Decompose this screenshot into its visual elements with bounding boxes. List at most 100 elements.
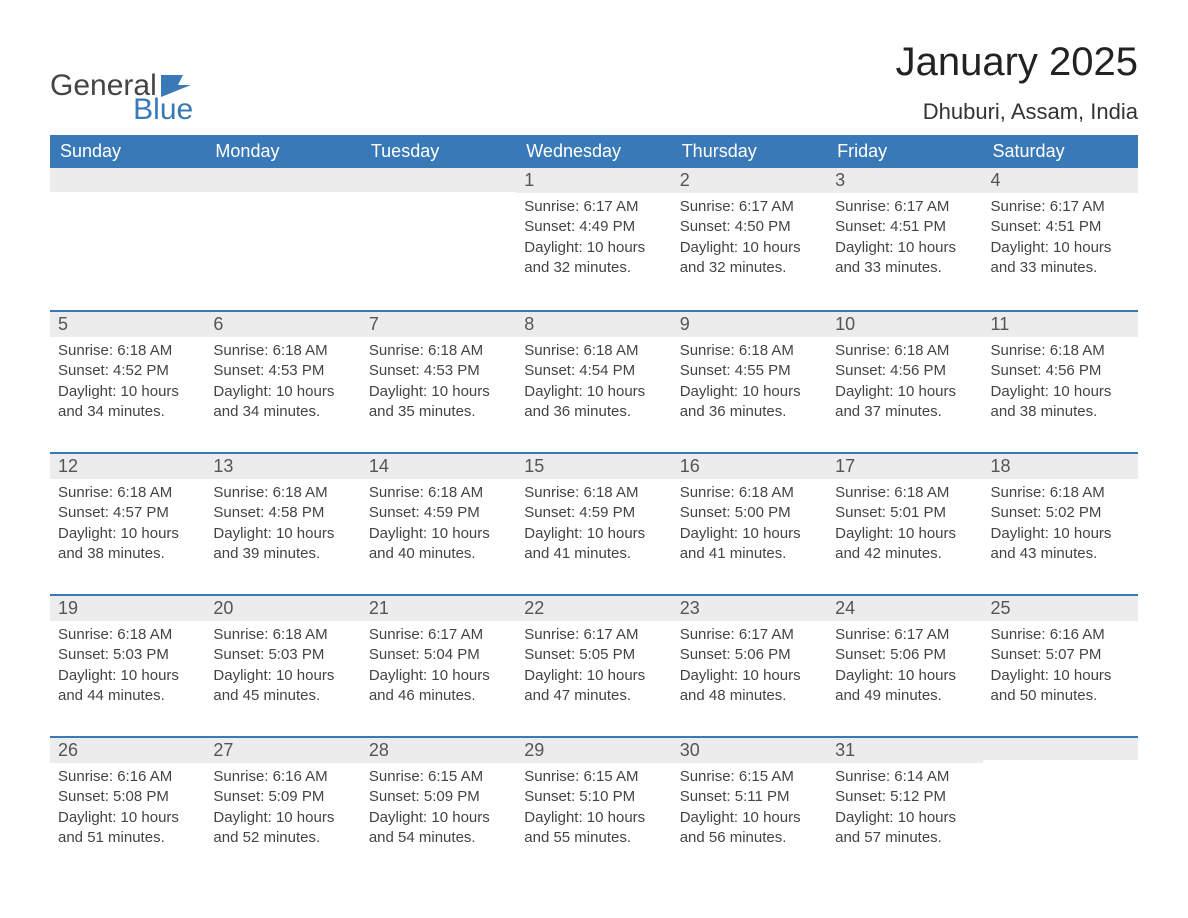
sunrise-text: Sunrise: 6:18 AM xyxy=(369,341,508,361)
calendar-cell xyxy=(983,736,1138,878)
sunset-text: Sunset: 5:07 PM xyxy=(991,645,1130,665)
sunrise-text: Sunrise: 6:18 AM xyxy=(58,483,197,503)
sunset-text: Sunset: 4:59 PM xyxy=(524,503,663,523)
calendar-cell: 21Sunrise: 6:17 AMSunset: 5:04 PMDayligh… xyxy=(361,594,516,736)
daylight-text: Daylight: 10 hours and 54 minutes. xyxy=(369,808,508,849)
calendar-cell: 18Sunrise: 6:18 AMSunset: 5:02 PMDayligh… xyxy=(983,452,1138,594)
sunset-text: Sunset: 5:06 PM xyxy=(835,645,974,665)
day-content: Sunrise: 6:16 AMSunset: 5:07 PMDaylight:… xyxy=(983,621,1138,714)
day-number: 27 xyxy=(205,736,360,763)
sunrise-text: Sunrise: 6:17 AM xyxy=(835,625,974,645)
daylight-text: Daylight: 10 hours and 38 minutes. xyxy=(991,382,1130,423)
calendar-cell: 31Sunrise: 6:14 AMSunset: 5:12 PMDayligh… xyxy=(827,736,982,878)
calendar-cell: 28Sunrise: 6:15 AMSunset: 5:09 PMDayligh… xyxy=(361,736,516,878)
sunrise-text: Sunrise: 6:16 AM xyxy=(58,767,197,787)
sunrise-text: Sunrise: 6:18 AM xyxy=(213,625,352,645)
day-content: Sunrise: 6:15 AMSunset: 5:10 PMDaylight:… xyxy=(516,763,671,856)
weekday-header: Sunday xyxy=(50,135,205,168)
sunset-text: Sunset: 5:09 PM xyxy=(213,787,352,807)
day-content: Sunrise: 6:18 AMSunset: 4:52 PMDaylight:… xyxy=(50,337,205,430)
sunset-text: Sunset: 4:50 PM xyxy=(680,217,819,237)
calendar-cell: 8Sunrise: 6:18 AMSunset: 4:54 PMDaylight… xyxy=(516,310,671,452)
day-number: 10 xyxy=(827,310,982,337)
daylight-text: Daylight: 10 hours and 39 minutes. xyxy=(213,524,352,565)
sunset-text: Sunset: 5:10 PM xyxy=(524,787,663,807)
day-number: 12 xyxy=(50,452,205,479)
day-number: 2 xyxy=(672,168,827,193)
calendar-cell: 11Sunrise: 6:18 AMSunset: 4:56 PMDayligh… xyxy=(983,310,1138,452)
sunrise-text: Sunrise: 6:17 AM xyxy=(680,625,819,645)
daylight-text: Daylight: 10 hours and 52 minutes. xyxy=(213,808,352,849)
sunrise-text: Sunrise: 6:17 AM xyxy=(680,197,819,217)
day-number: 1 xyxy=(516,168,671,193)
calendar-cell: 1 Sunrise: 6:17 AMSunset: 4:49 PMDaylight… xyxy=(516,168,671,310)
day-number: 5 xyxy=(50,310,205,337)
weekday-header: Monday xyxy=(205,135,360,168)
sunrise-text: Sunrise: 6:18 AM xyxy=(524,341,663,361)
daylight-text: Daylight: 10 hours and 33 minutes. xyxy=(835,238,974,279)
sunset-text: Sunset: 4:56 PM xyxy=(835,361,974,381)
daylight-text: Daylight: 10 hours and 34 minutes. xyxy=(213,382,352,423)
sunset-text: Sunset: 5:03 PM xyxy=(58,645,197,665)
day-content: Sunrise: 6:17 AMSunset: 4:50 PMDaylight:… xyxy=(672,193,827,286)
day-content: Sunrise: 6:18 AMSunset: 4:55 PMDaylight:… xyxy=(672,337,827,430)
calendar-cell: 30Sunrise: 6:15 AMSunset: 5:11 PMDayligh… xyxy=(672,736,827,878)
sunset-text: Sunset: 5:02 PM xyxy=(991,503,1130,523)
calendar-cell: 27Sunrise: 6:16 AMSunset: 5:09 PMDayligh… xyxy=(205,736,360,878)
day-number-bar xyxy=(983,736,1138,760)
calendar-cell: 16Sunrise: 6:18 AMSunset: 5:00 PMDayligh… xyxy=(672,452,827,594)
day-number: 26 xyxy=(50,736,205,763)
calendar-cell: 6Sunrise: 6:18 AMSunset: 4:53 PMDaylight… xyxy=(205,310,360,452)
calendar-week-row: 12Sunrise: 6:18 AMSunset: 4:57 PMDayligh… xyxy=(50,452,1138,594)
sunrise-text: Sunrise: 6:18 AM xyxy=(213,483,352,503)
daylight-text: Daylight: 10 hours and 48 minutes. xyxy=(680,666,819,707)
daylight-text: Daylight: 10 hours and 50 minutes. xyxy=(991,666,1130,707)
sunset-text: Sunset: 4:49 PM xyxy=(524,217,663,237)
daylight-text: Daylight: 10 hours and 36 minutes. xyxy=(680,382,819,423)
sunset-text: Sunset: 4:51 PM xyxy=(991,217,1130,237)
daylight-text: Daylight: 10 hours and 57 minutes. xyxy=(835,808,974,849)
sunset-text: Sunset: 4:56 PM xyxy=(991,361,1130,381)
day-number: 3 xyxy=(827,168,982,193)
sunrise-text: Sunrise: 6:17 AM xyxy=(991,197,1130,217)
day-content: Sunrise: 6:18 AMSunset: 4:56 PMDaylight:… xyxy=(827,337,982,430)
calendar-cell: 29Sunrise: 6:15 AMSunset: 5:10 PMDayligh… xyxy=(516,736,671,878)
weekday-header: Friday xyxy=(827,135,982,168)
daylight-text: Daylight: 10 hours and 56 minutes. xyxy=(680,808,819,849)
sunset-text: Sunset: 4:55 PM xyxy=(680,361,819,381)
daylight-text: Daylight: 10 hours and 47 minutes. xyxy=(524,666,663,707)
daylight-text: Daylight: 10 hours and 49 minutes. xyxy=(835,666,974,707)
daylight-text: Daylight: 10 hours and 32 minutes. xyxy=(680,238,819,279)
daylight-text: Daylight: 10 hours and 35 minutes. xyxy=(369,382,508,423)
daylight-text: Daylight: 10 hours and 55 minutes. xyxy=(524,808,663,849)
sunrise-text: Sunrise: 6:17 AM xyxy=(369,625,508,645)
daylight-text: Daylight: 10 hours and 33 minutes. xyxy=(991,238,1130,279)
daylight-text: Daylight: 10 hours and 37 minutes. xyxy=(835,382,974,423)
sunrise-text: Sunrise: 6:18 AM xyxy=(835,341,974,361)
daylight-text: Daylight: 10 hours and 38 minutes. xyxy=(58,524,197,565)
weekday-header: Tuesday xyxy=(361,135,516,168)
day-number-bar xyxy=(50,168,205,192)
sunrise-text: Sunrise: 6:18 AM xyxy=(58,341,197,361)
sunset-text: Sunset: 5:12 PM xyxy=(835,787,974,807)
daylight-text: Daylight: 10 hours and 41 minutes. xyxy=(524,524,663,565)
calendar-cell: 7Sunrise: 6:18 AMSunset: 4:53 PMDaylight… xyxy=(361,310,516,452)
sunrise-text: Sunrise: 6:18 AM xyxy=(369,483,508,503)
day-content: Sunrise: 6:18 AMSunset: 5:03 PMDaylight:… xyxy=(205,621,360,714)
daylight-text: Daylight: 10 hours and 36 minutes. xyxy=(524,382,663,423)
sunrise-text: Sunrise: 6:18 AM xyxy=(524,483,663,503)
calendar-cell: 19Sunrise: 6:18 AMSunset: 5:03 PMDayligh… xyxy=(50,594,205,736)
day-number: 23 xyxy=(672,594,827,621)
sunset-text: Sunset: 4:53 PM xyxy=(369,361,508,381)
page-title: January 2025 xyxy=(896,40,1138,85)
day-number: 6 xyxy=(205,310,360,337)
day-number: 22 xyxy=(516,594,671,621)
day-content: Sunrise: 6:16 AMSunset: 5:09 PMDaylight:… xyxy=(205,763,360,856)
calendar-cell: 15Sunrise: 6:18 AMSunset: 4:59 PMDayligh… xyxy=(516,452,671,594)
daylight-text: Daylight: 10 hours and 32 minutes. xyxy=(524,238,663,279)
day-content: Sunrise: 6:18 AMSunset: 4:54 PMDaylight:… xyxy=(516,337,671,430)
sunrise-text: Sunrise: 6:18 AM xyxy=(680,341,819,361)
sunrise-text: Sunrise: 6:17 AM xyxy=(524,625,663,645)
sunrise-text: Sunrise: 6:17 AM xyxy=(524,197,663,217)
weekday-header: Thursday xyxy=(672,135,827,168)
